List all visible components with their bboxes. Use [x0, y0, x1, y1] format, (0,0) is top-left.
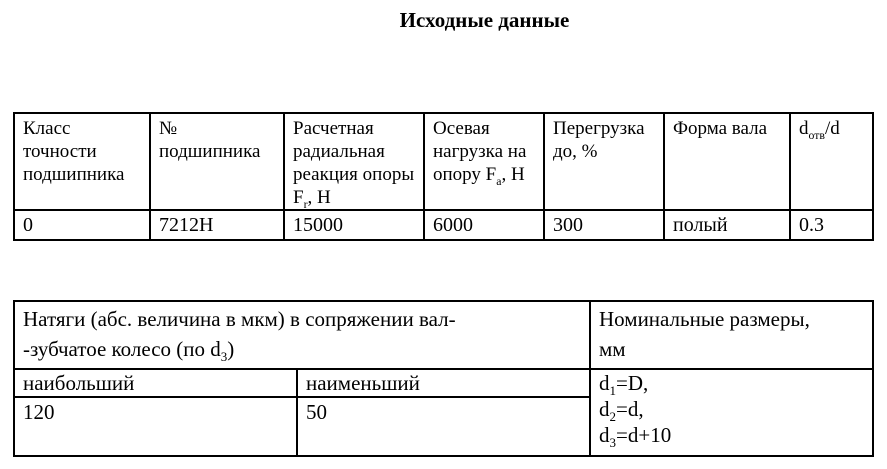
symbol-subscript: 3: [609, 435, 617, 451]
symbol: d: [799, 118, 809, 139]
header-nominal-sizes-line1: Номинальные размеры,: [599, 307, 810, 331]
bearing-data-table: Класс точности подшипника № подшипника Р…: [13, 112, 874, 241]
value-axial-load: 6000: [423, 209, 545, 241]
header-nominal-sizes: Номинальные размеры, мм: [589, 300, 875, 370]
header-text: Класс точности подшипника: [23, 118, 125, 185]
header-text: Перегрузка до, %: [553, 118, 645, 162]
symbol: F: [293, 187, 304, 208]
interference-value-row: 120 50: [13, 396, 873, 457]
nominal-size-formulas: d1=D, d2=d, d3=d+10: [589, 368, 875, 457]
value-accuracy-class: 0: [13, 209, 151, 241]
unit: /d: [824, 118, 840, 139]
symbol-subscript: a: [496, 174, 502, 188]
header-text: Расчетная радиальная реакция опоры: [293, 118, 415, 185]
value-largest-interference: 120: [13, 396, 298, 457]
value-bearing-number: 7212Н: [149, 209, 285, 241]
interference-header-row: Натяги (абс. величина в мкм) в сопряжени…: [12, 300, 875, 370]
header-radial-reaction: Расчетная радиальная реакция опоры Fr, Н: [283, 112, 425, 211]
header-text: № подшипника: [159, 118, 261, 162]
header-accuracy-class: Класс точности подшипника: [13, 112, 151, 211]
value-shaft-form: полый: [663, 209, 791, 241]
symbol-subscript: отв: [808, 128, 825, 142]
bearing-table-header-row: Класс точности подшипника № подшипника Р…: [13, 112, 874, 211]
header-shaft-form: Форма вала: [663, 112, 791, 211]
formula-body: =d,: [616, 397, 644, 421]
page-title: Исходные данные: [399, 8, 570, 32]
symbol-subscript: 3: [220, 349, 228, 365]
formula-d1: d1=D,: [599, 371, 864, 399]
symbol-subscript: r: [303, 197, 308, 210]
header-interference: Натяги (абс. величина в мкм) в сопряжени…: [12, 300, 592, 370]
interference-table: Натяги (абс. величина в мкм) в сопряжени…: [12, 300, 875, 457]
interference-subheader-row: наибольший наименьший d1=D, d2=d, d3=d+1…: [13, 368, 875, 457]
subheader-smallest: наименьший: [295, 368, 592, 398]
header-axial-load: Осевая нагрузка на опору Fa, Н: [423, 112, 545, 211]
symbol-subscript: 2: [609, 409, 617, 425]
symbol: d: [599, 423, 610, 447]
value-hole-diameter-ratio: 0.3: [789, 209, 874, 241]
formula-body: =d+10: [616, 423, 672, 447]
formula-d3: d3=d+10: [599, 422, 864, 451]
symbol: d: [599, 371, 610, 395]
value-overload: 300: [543, 209, 665, 241]
formula-d2: d2=d,: [599, 396, 864, 425]
value-smallest-interference: 50: [295, 396, 592, 457]
subheader-largest: наибольший: [13, 368, 298, 398]
formula-body: =D,: [616, 371, 649, 395]
unit: , Н: [307, 187, 331, 208]
symbol: d: [599, 397, 610, 421]
bearing-table-value-row: 0 7212Н 15000 6000 300 полый 0.3: [13, 209, 874, 241]
symbol: F: [485, 164, 497, 185]
header-interference-line1: Натяги (абс. величина в мкм) в сопряжени…: [23, 307, 456, 331]
header-hole-diameter-ratio: dотв/d: [789, 112, 874, 211]
header-text: Осевая нагрузка на опору: [433, 118, 527, 185]
header-nominal-sizes-line2: мм: [599, 337, 626, 361]
header-bearing-number: № подшипника: [149, 112, 285, 211]
value-radial-reaction: 15000: [283, 209, 425, 241]
symbol-subscript: 1: [609, 383, 617, 399]
header-text: Форма вала: [673, 118, 768, 139]
header-interference-line2: -зубчатое колесо (по d3): [23, 337, 235, 365]
header-overload: Перегрузка до, %: [543, 112, 665, 211]
unit: , Н: [501, 164, 525, 185]
